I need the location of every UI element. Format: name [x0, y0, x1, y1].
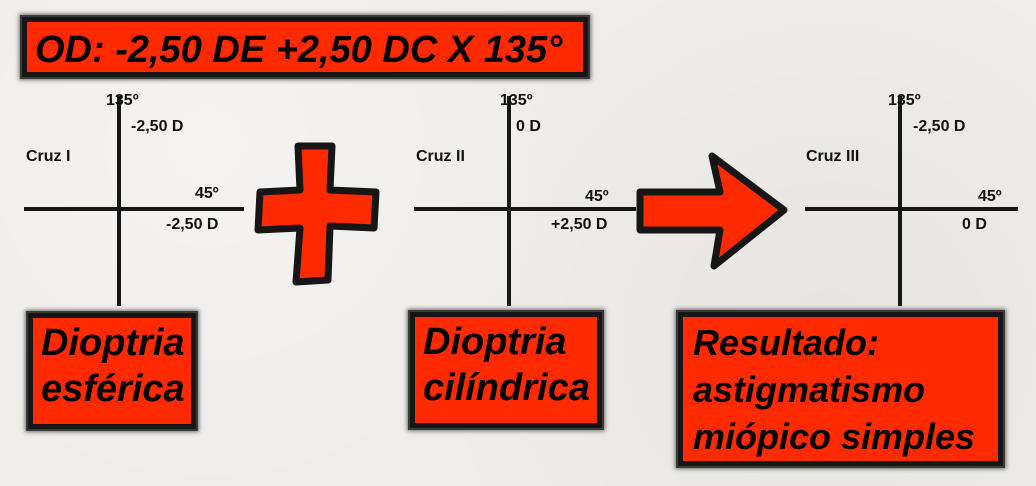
box-1-line-1: Dioptria	[41, 322, 185, 364]
cross-1-label-45: 45º	[195, 185, 219, 202]
cross-2-label-45: 45º	[585, 188, 609, 205]
cross-2-horizontal-axis	[414, 207, 636, 211]
title-banner: OD: -2,50 DE +2,50 DC X 135°	[22, 17, 588, 77]
box-3-line-3: miópico simples	[693, 416, 976, 457]
cross-3-power-135: -2,50 D	[913, 118, 966, 135]
cross-1-horizontal-axis	[24, 207, 244, 211]
cross-1-power-45: -2,50 D	[166, 216, 219, 233]
cross-3-vertical-axis	[898, 96, 902, 306]
box-1-line-2: esférica	[41, 368, 185, 410]
cross-1-power-135: -2,50 D	[131, 118, 184, 135]
spherical-diopter-box: Dioptria esférica	[28, 313, 196, 429]
cross-1-vertical-axis	[117, 96, 121, 306]
arrow-right-icon	[636, 152, 788, 270]
box-2-line-2: cilíndrica	[423, 367, 590, 409]
cross-2-power-135: 0 D	[516, 118, 541, 135]
cross-3-label-135: 135º	[888, 92, 921, 109]
result-box: Resultado: astigmatismo miópico simples	[678, 312, 1003, 466]
box-2-line-1: Dioptria	[423, 321, 567, 363]
cross-2-power-45: +2,50 D	[551, 216, 608, 233]
box-3-line-2: astigmatismo	[693, 369, 926, 410]
cross-2-vertical-axis	[507, 96, 511, 306]
cross-2-label-135: 135º	[500, 92, 533, 109]
cross-3-power-45: 0 D	[962, 216, 987, 233]
cross-3-name: Cruz III	[806, 148, 860, 165]
cylindrical-diopter-box: Dioptria cilíndrica	[410, 312, 602, 428]
cross-3-horizontal-axis	[805, 207, 1018, 211]
cross-2-name: Cruz II	[416, 148, 465, 165]
cross-1-label-135: 135º	[106, 92, 139, 109]
cross-3-label-45: 45º	[978, 188, 1002, 205]
plus-icon	[254, 142, 380, 286]
cross-1-name: Cruz I	[26, 148, 71, 165]
box-3-line-1: Resultado:	[693, 322, 880, 363]
prescription-title: OD: -2,50 DE +2,50 DC X 135°	[35, 29, 563, 71]
